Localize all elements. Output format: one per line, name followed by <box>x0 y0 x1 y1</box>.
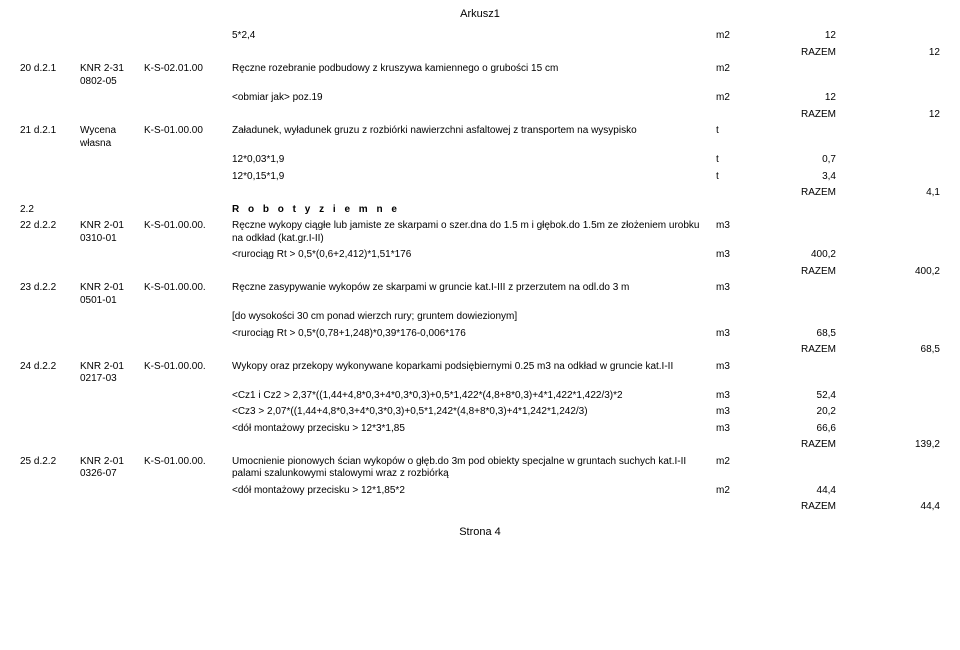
unit: m3 <box>716 218 742 235</box>
code: K-S-01.00.00. <box>144 218 228 235</box>
qty: 52,4 <box>746 388 836 405</box>
ref: KNR 2-01 0217-03 <box>80 359 140 388</box>
desc: <rurociąg Rt > 0,5*(0,6+2,412)*1,51*176 <box>232 247 712 264</box>
desc: <Cz3 > 2,07*((1,44+4,8*0,3+4*0,3*0,3)+0,… <box>232 404 712 421</box>
qty: 66,6 <box>746 421 836 438</box>
desc: <Cz1 i Cz2 > 2,37*((1,44+4,8*0,3+4*0,3*0… <box>232 388 712 405</box>
desc: <rurociąg Rt > 0,5*(0,78+1,248)*0,39*176… <box>232 326 712 343</box>
qty: 20,2 <box>746 404 836 421</box>
desc: 5*2,4 <box>232 28 712 45</box>
pos: 2.2 <box>20 202 76 219</box>
desc: <obmiar jak> poz.19 <box>232 90 712 107</box>
page-number: Strona 4 <box>20 526 940 538</box>
desc: Ręczne zasypywanie wykopów ze skarpami w… <box>232 280 712 297</box>
unit: m2 <box>716 454 742 471</box>
unit: m3 <box>716 326 742 343</box>
desc: Ręczne rozebranie podbudowy z kruszywa k… <box>232 61 712 78</box>
qty: 44,4 <box>746 483 836 500</box>
desc: Umocnienie pionowych ścian wykopów o głę… <box>232 454 712 483</box>
ref: KNR 2-31 0802-05 <box>80 61 140 90</box>
unit: m2 <box>716 90 742 107</box>
unit: m2 <box>716 61 742 78</box>
unit: m2 <box>716 28 742 45</box>
code: K-S-01.00.00. <box>144 454 228 471</box>
section-title: R o b o t y z i e m n e <box>232 202 712 219</box>
ref: KNR 2-01 0326-07 <box>80 454 140 483</box>
unit: m3 <box>716 404 742 421</box>
desc: <dół montażowy przecisku > 12*1,85*2 <box>232 483 712 500</box>
pos: 20 d.2.1 <box>20 61 76 78</box>
code: K-S-01.00.00 <box>144 123 228 140</box>
razem-label: RAZEM <box>746 107 836 124</box>
razem-value: 68,5 <box>840 342 940 359</box>
qty: 400,2 <box>746 247 836 264</box>
pos: 22 d.2.2 <box>20 218 76 235</box>
razem-value: 4,1 <box>840 185 940 202</box>
cost-table: 5*2,4 m2 12 RAZEM 12 20 d.2.1 KNR 2-31 0… <box>20 28 940 516</box>
unit: t <box>716 169 742 186</box>
desc: <dół montażowy przecisku > 12*3*1,85 <box>232 421 712 438</box>
ref: Wycena własna <box>80 123 140 152</box>
ref: KNR 2-01 0310-01 <box>80 218 140 247</box>
razem-label: RAZEM <box>746 342 836 359</box>
desc: [do wysokości 30 cm ponad wierzch rury; … <box>232 309 712 326</box>
pos: 23 d.2.2 <box>20 280 76 297</box>
razem-value: 139,2 <box>840 437 940 454</box>
razem-label: RAZEM <box>746 499 836 516</box>
pos: 25 d.2.2 <box>20 454 76 471</box>
unit: m3 <box>716 359 742 376</box>
unit: m2 <box>716 483 742 500</box>
unit: m3 <box>716 388 742 405</box>
unit: m3 <box>716 280 742 297</box>
razem-label: RAZEM <box>746 45 836 62</box>
desc: 12*0,03*1,9 <box>232 152 712 169</box>
pos: 21 d.2.1 <box>20 123 76 140</box>
razem-value: 44,4 <box>840 499 940 516</box>
pos: 24 d.2.2 <box>20 359 76 376</box>
razem-value: 12 <box>840 107 940 124</box>
razem-value: 400,2 <box>840 264 940 281</box>
code: K-S-02.01.00 <box>144 61 228 78</box>
unit: m3 <box>716 247 742 264</box>
qty: 3,4 <box>746 169 836 186</box>
code: K-S-01.00.00. <box>144 280 228 297</box>
code: K-S-01.00.00. <box>144 359 228 376</box>
razem-label: RAZEM <box>746 264 836 281</box>
unit: t <box>716 123 742 140</box>
razem-value: 12 <box>840 45 940 62</box>
desc: Załadunek, wyładunek gruzu z rozbiórki n… <box>232 123 712 140</box>
desc: Wykopy oraz przekopy wykonywane koparkam… <box>232 359 712 376</box>
unit: t <box>716 152 742 169</box>
ref: KNR 2-01 0501-01 <box>80 280 140 309</box>
razem-label: RAZEM <box>746 437 836 454</box>
page: Arkusz1 5*2,4 m2 12 RAZEM 12 20 d.2.1 KN… <box>0 0 960 538</box>
qty: 0,7 <box>746 152 836 169</box>
desc: 12*0,15*1,9 <box>232 169 712 186</box>
qty: 12 <box>746 90 836 107</box>
qty: 12 <box>746 28 836 45</box>
desc: Ręczne wykopy ciągłe lub jamiste ze skar… <box>232 218 712 247</box>
sheet-title: Arkusz1 <box>20 8 940 20</box>
unit: m3 <box>716 421 742 438</box>
razem-label: RAZEM <box>746 185 836 202</box>
qty: 68,5 <box>746 326 836 343</box>
